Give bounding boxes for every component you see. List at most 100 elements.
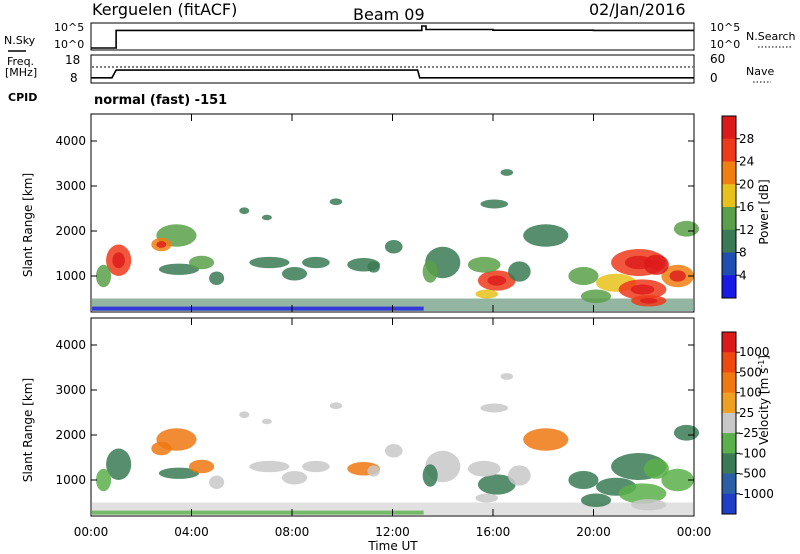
echo-region [261, 214, 272, 221]
x-tick-label: 08:00 [275, 525, 310, 539]
echo-region [239, 411, 250, 419]
echo-region [422, 464, 438, 487]
velocity-data [92, 373, 700, 515]
echo-region [151, 441, 172, 456]
echo-region [508, 465, 531, 486]
time-x-axis: 00:00 04:00 08:00 12:00 16:00 20:00 00:00 [74, 114, 712, 539]
colorbar-tick-label: -500 [739, 467, 766, 481]
echo-region-core [487, 275, 507, 286]
echo-region-core [156, 241, 167, 248]
echo-region [281, 471, 308, 485]
echo-region-core [639, 297, 658, 304]
x-tick-label: 00:00 [677, 525, 712, 539]
colorbar-tick-label: 8 [739, 246, 747, 260]
echo-region [281, 267, 308, 281]
nave-right-tick-low: 0 [710, 71, 718, 85]
power-data [92, 169, 700, 311]
colorbar-swatch [722, 453, 736, 475]
echo-region [618, 483, 667, 504]
colorbar-tick-label: 16 [739, 200, 754, 214]
colorbar-swatch [722, 184, 736, 208]
noise-right-tick-high: 10^5 [710, 21, 740, 34]
beam-title: Beam 09 [353, 5, 425, 24]
echo-region [508, 261, 531, 282]
echo-region [523, 224, 569, 247]
echo-region [367, 465, 380, 477]
x-tick-label: 04:00 [174, 525, 209, 539]
frequency-panel-frame [90, 54, 695, 84]
velocity-panel: 1000 2000 3000 4000 Slant Range [km] 1000 50… [21, 114, 774, 553]
frequency-line [91, 69, 694, 79]
x-tick-label: 00:00 [74, 525, 109, 539]
colorbar-swatch [722, 352, 736, 373]
colorbar-tick-label: 100 [739, 386, 762, 400]
frequency-panel: Freq. [MHz] 18 8 60 0 Nave CPID normal (… [5, 52, 774, 108]
colorbar-tick-label: 20 [739, 177, 754, 191]
power-colorbar-label: Power [dB] [757, 179, 771, 244]
echo-region [467, 256, 501, 273]
x-tick-label: 12:00 [375, 525, 410, 539]
colorbar-frame [721, 331, 737, 515]
freq-left-tick-high: 18 [65, 53, 80, 67]
echo-region [384, 444, 403, 458]
power-y-axis: 1000 2000 3000 4000 [55, 134, 694, 283]
echo-region [480, 199, 509, 209]
noise-left-tick-low: 10^0 [54, 38, 84, 51]
echo-region [580, 493, 612, 507]
y-tick-label: 1000 [55, 473, 86, 487]
noise-panel: N.Sky 10^5 10^0 10^5 10^0 N.Search [4, 21, 796, 52]
nave-right-tick-high: 60 [710, 52, 725, 66]
echo-region-core [630, 284, 655, 295]
echo-region-core [669, 270, 686, 282]
echo-region [477, 474, 516, 495]
y-tick-label: 4000 [55, 338, 86, 352]
y-tick-label: 2000 [55, 224, 86, 238]
echo-region [302, 460, 330, 473]
noise-right-tick-low: 10^0 [710, 38, 740, 51]
y-tick-label: 4000 [55, 134, 86, 148]
echo-region [158, 467, 200, 479]
echo-region [96, 264, 112, 288]
colorbar-tick-label: 1000 [739, 345, 770, 359]
x-tick-label: 20:00 [576, 525, 611, 539]
echo-region [422, 260, 438, 283]
colorbar-swatch [722, 252, 736, 276]
echo-region [158, 263, 200, 275]
colorbar-tick-label: 500 [739, 365, 762, 379]
colorbar-swatch [722, 412, 736, 434]
echo-region [475, 493, 499, 503]
echo-region [106, 448, 132, 480]
echo-region [480, 403, 509, 413]
noise-panel-frame [90, 22, 695, 51]
power-colorbar: 28 24 20 16 12 8 4 [721, 115, 754, 299]
station-title: Kerguelen (fitACF) [92, 0, 237, 19]
echo-region [188, 459, 215, 474]
colorbar-swatch [722, 372, 736, 394]
echo-region-core [112, 252, 125, 269]
nave-label: Nave [746, 65, 774, 78]
cpid-label: CPID [8, 91, 37, 104]
colorbar-swatch [722, 275, 736, 299]
echo-region [249, 460, 290, 473]
echo-region [249, 256, 290, 269]
y-tick-label: 1000 [55, 269, 86, 283]
colorbar-tick-label: 12 [739, 223, 754, 237]
date-title: 02/Jan/2016 [589, 0, 686, 19]
velocity-y-axis: 1000 2000 3000 4000 [55, 338, 694, 487]
power-panel: 1000 2000 3000 4000 Slant Range [km] 28 24 20… [21, 113, 771, 313]
echo-region [209, 271, 225, 285]
echo-region-core [650, 259, 663, 270]
freq-label-2: [MHz] [5, 66, 37, 79]
noise-left-tick-high: 10^5 [54, 21, 84, 34]
ground-scatter-band [92, 510, 424, 515]
colorbar-tick-label: -25 [739, 426, 759, 440]
noise-search-label: N.Search [746, 30, 796, 43]
y-tick-label: 3000 [55, 179, 86, 193]
echo-region [568, 471, 599, 489]
echo-region [261, 418, 272, 425]
echo-region [367, 261, 380, 273]
echo-region [500, 169, 514, 176]
echo-region [523, 428, 569, 451]
colorbar-swatch [722, 493, 736, 515]
freq-left-tick-low: 8 [70, 71, 78, 85]
